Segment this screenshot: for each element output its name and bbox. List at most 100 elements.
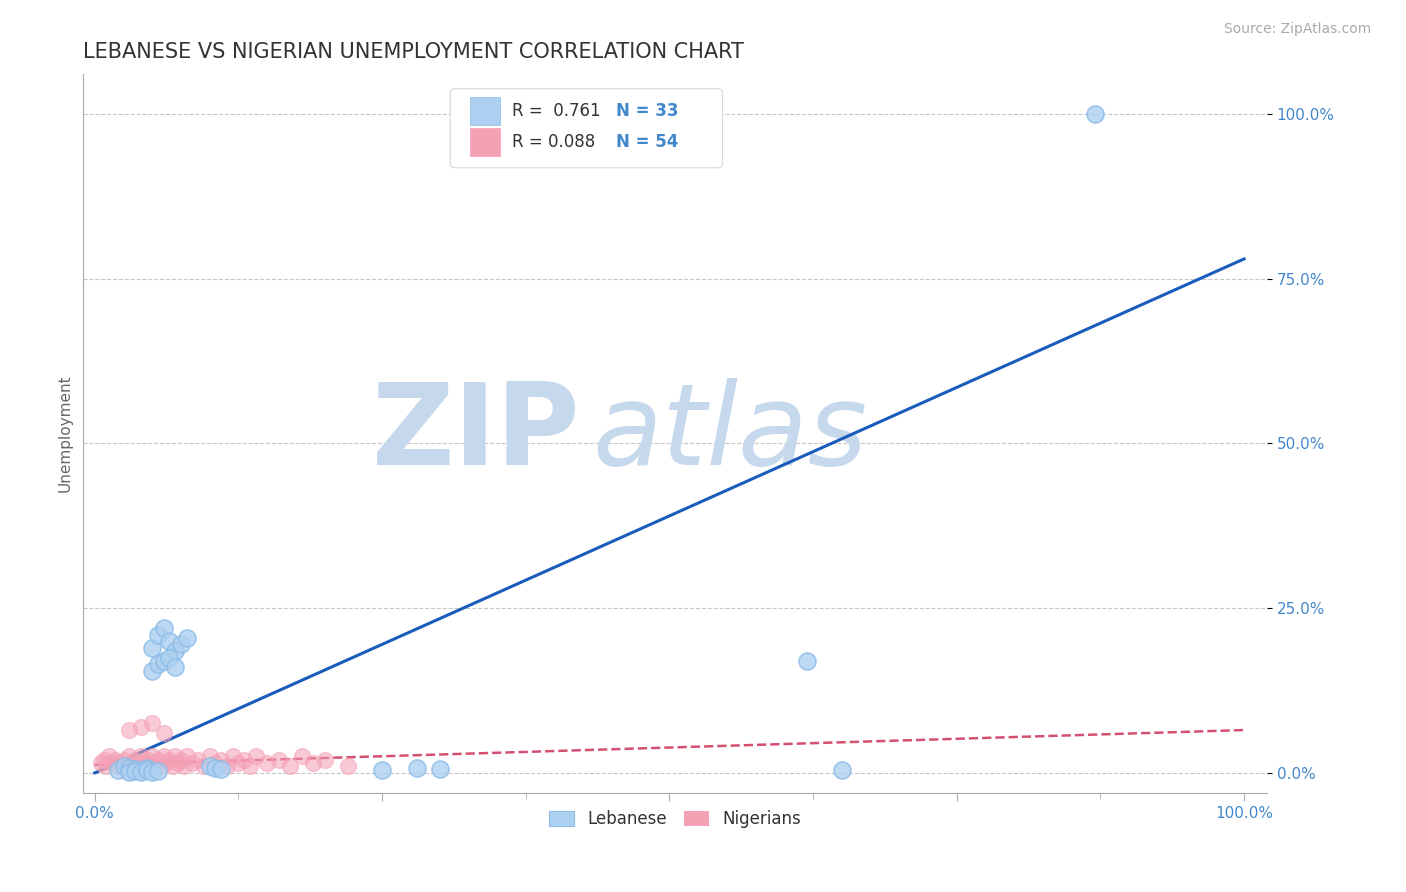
Point xyxy=(152,621,174,635)
Y-axis label: Unemployment: Unemployment xyxy=(58,375,72,492)
Point xyxy=(135,764,157,778)
Text: R = 0.088: R = 0.088 xyxy=(512,133,595,151)
Point xyxy=(181,756,204,770)
Point xyxy=(146,764,169,778)
Point xyxy=(1084,107,1107,121)
Point xyxy=(143,756,166,770)
Point xyxy=(124,753,146,767)
Point xyxy=(314,753,336,767)
Point xyxy=(209,762,232,776)
Point xyxy=(165,644,187,658)
Point xyxy=(166,756,188,770)
Point xyxy=(405,761,427,775)
Point xyxy=(129,764,152,778)
Point xyxy=(124,762,146,776)
Point xyxy=(141,640,163,655)
Text: R =  0.761: R = 0.761 xyxy=(512,102,600,120)
Point xyxy=(129,749,152,764)
Point xyxy=(291,749,314,764)
Point xyxy=(165,660,187,674)
Point xyxy=(198,749,221,764)
Point xyxy=(165,749,187,764)
Text: ZIP: ZIP xyxy=(373,378,581,489)
Point xyxy=(135,761,157,775)
Point xyxy=(141,749,163,764)
Point xyxy=(204,761,226,775)
Point xyxy=(796,654,818,668)
Text: LEBANESE VS NIGERIAN UNEMPLOYMENT CORRELATION CHART: LEBANESE VS NIGERIAN UNEMPLOYMENT CORREL… xyxy=(83,42,744,62)
Point xyxy=(173,759,195,773)
Text: N = 33: N = 33 xyxy=(616,102,679,120)
Point xyxy=(124,764,146,778)
Point xyxy=(336,759,359,773)
Point xyxy=(215,759,238,773)
Point xyxy=(112,759,135,773)
Point xyxy=(187,753,209,767)
Bar xyxy=(471,128,501,155)
Point xyxy=(118,749,141,764)
Point xyxy=(132,756,155,770)
Point xyxy=(159,650,181,665)
Point xyxy=(209,753,232,767)
Point xyxy=(90,756,112,770)
Point xyxy=(152,749,174,764)
Point xyxy=(152,726,174,740)
Point xyxy=(107,763,129,777)
Point xyxy=(256,756,278,770)
Point xyxy=(101,756,124,770)
Point xyxy=(93,753,115,767)
Point xyxy=(118,723,141,737)
Text: N = 54: N = 54 xyxy=(616,133,678,151)
Point xyxy=(176,749,198,764)
Point xyxy=(127,759,149,773)
Point xyxy=(155,756,177,770)
Text: Source: ZipAtlas.com: Source: ZipAtlas.com xyxy=(1223,22,1371,37)
Point xyxy=(121,756,143,770)
Point xyxy=(118,764,141,779)
Point xyxy=(176,631,198,645)
Point xyxy=(141,664,163,678)
Point xyxy=(97,749,120,764)
Point xyxy=(198,759,221,773)
Point xyxy=(267,753,290,767)
Point xyxy=(118,761,141,775)
Point xyxy=(139,759,162,773)
Point xyxy=(104,753,127,767)
Point xyxy=(193,759,215,773)
Point xyxy=(159,753,181,767)
Point xyxy=(170,637,193,651)
Point xyxy=(245,749,267,764)
Point xyxy=(146,657,169,672)
Point xyxy=(146,753,169,767)
Point xyxy=(141,716,163,731)
Point xyxy=(228,756,250,770)
Bar xyxy=(471,97,501,125)
Point xyxy=(204,756,226,770)
Point xyxy=(112,753,135,767)
Text: atlas: atlas xyxy=(592,378,868,489)
Point xyxy=(302,756,325,770)
Point xyxy=(170,753,193,767)
Point xyxy=(222,749,245,764)
Point xyxy=(278,759,301,773)
Point xyxy=(146,627,169,641)
Point xyxy=(150,759,173,773)
Point xyxy=(371,763,394,777)
Point xyxy=(141,765,163,780)
Point xyxy=(107,759,129,773)
Point xyxy=(96,759,118,773)
Point xyxy=(152,654,174,668)
Point xyxy=(129,764,152,779)
Legend: Lebanese, Nigerians: Lebanese, Nigerians xyxy=(543,804,807,835)
Point xyxy=(429,762,451,776)
Point xyxy=(115,759,138,773)
Point xyxy=(108,756,131,770)
Point xyxy=(162,759,184,773)
Point xyxy=(239,759,262,773)
Point xyxy=(831,763,853,777)
Point xyxy=(233,753,256,767)
Point xyxy=(135,753,157,767)
Point xyxy=(129,720,152,734)
Point xyxy=(159,634,181,648)
FancyBboxPatch shape xyxy=(450,89,723,168)
